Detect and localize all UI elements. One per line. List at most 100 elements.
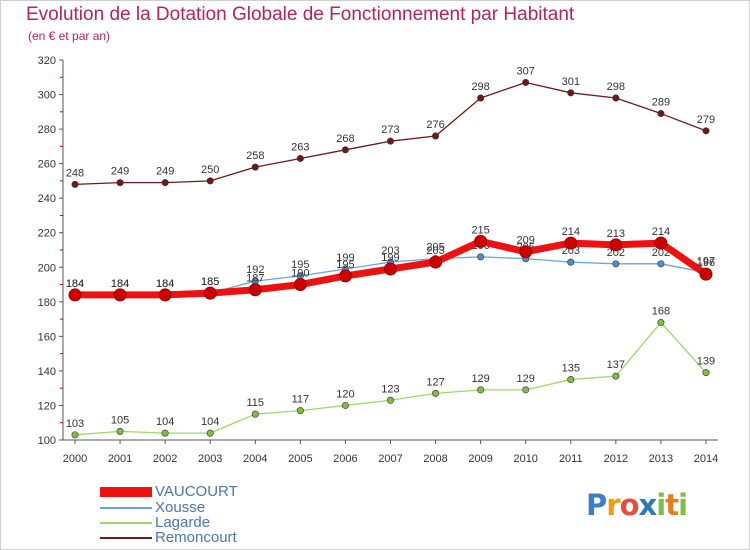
data-label-xousse: 184 <box>66 278 84 290</box>
data-point-vaucourt <box>158 288 172 302</box>
data-point-remoncourt <box>612 94 620 102</box>
data-label-vaucourt: 214 <box>652 226 670 238</box>
x-tick-label: 2002 <box>153 453 177 465</box>
data-point-remoncourt <box>432 132 440 140</box>
data-label-xousse: 205 <box>426 242 444 254</box>
data-label-lagarde: 129 <box>517 373 535 385</box>
data-label-lagarde: 103 <box>66 418 84 430</box>
y-tick-label: 100 <box>38 435 56 447</box>
y-tick-label: 180 <box>38 297 56 309</box>
data-label-remoncourt: 249 <box>156 166 174 178</box>
x-tick-label: 2000 <box>63 453 87 465</box>
data-point-lagarde <box>612 372 620 380</box>
x-tick-label: 2007 <box>378 453 402 465</box>
data-label-vaucourt: 185 <box>201 276 219 288</box>
data-label-lagarde: 115 <box>247 397 265 409</box>
data-point-lagarde <box>567 376 575 384</box>
data-label-vaucourt: 209 <box>517 235 535 247</box>
data-point-remoncourt <box>116 179 124 187</box>
data-label-lagarde: 127 <box>426 376 444 388</box>
x-tick-label: 2008 <box>423 453 447 465</box>
data-label-lagarde: 135 <box>562 363 580 375</box>
data-label-vaucourt: 184 <box>156 278 174 290</box>
data-label-vaucourt: 196 <box>697 257 715 269</box>
y-tick-label: 320 <box>38 55 56 67</box>
data-label-lagarde: 123 <box>381 383 399 395</box>
data-point-lagarde <box>341 401 349 409</box>
data-label-lagarde: 105 <box>111 414 129 426</box>
data-point-lagarde <box>702 369 710 377</box>
data-label-lagarde: 139 <box>697 356 715 368</box>
data-label-xousse: 203 <box>381 245 399 257</box>
data-label-lagarde: 104 <box>201 416 219 428</box>
data-label-remoncourt: 250 <box>201 164 219 176</box>
data-point-vaucourt <box>429 255 443 269</box>
data-label-remoncourt: 263 <box>291 141 309 153</box>
data-label-remoncourt: 298 <box>607 81 625 93</box>
data-point-vaucourt <box>654 236 668 250</box>
data-point-xousse <box>612 260 620 268</box>
x-tick-label: 2001 <box>108 453 132 465</box>
data-label-remoncourt: 276 <box>426 119 444 131</box>
data-label-remoncourt: 301 <box>562 76 580 88</box>
data-point-vaucourt <box>68 288 82 302</box>
y-tick-label: 140 <box>38 366 56 378</box>
proxiti-logo: Proxiti <box>586 488 688 522</box>
data-point-vaucourt <box>474 234 488 248</box>
data-label-xousse: 185 <box>201 276 219 288</box>
data-point-lagarde <box>477 386 485 394</box>
chart-title: Evolution de la Dotation Globale de Fonc… <box>26 4 575 25</box>
data-label-lagarde: 137 <box>607 359 625 371</box>
data-label-remoncourt: 279 <box>697 114 715 126</box>
data-label-remoncourt: 258 <box>246 150 264 162</box>
data-point-remoncourt <box>296 154 304 162</box>
logo-letter: P <box>586 488 607 522</box>
data-point-lagarde <box>386 396 394 404</box>
data-label-xousse: 192 <box>246 264 264 276</box>
y-tick-label: 220 <box>38 228 56 240</box>
data-label-lagarde: 104 <box>156 416 174 428</box>
y-tick-label: 260 <box>38 159 56 171</box>
logo-letter: x <box>638 488 658 522</box>
data-label-remoncourt: 248 <box>66 167 84 179</box>
legend-label-xousse: Xousse <box>155 499 206 516</box>
data-point-xousse <box>567 258 575 266</box>
data-label-vaucourt: 195 <box>336 259 354 271</box>
data-label-vaucourt: 213 <box>607 228 625 240</box>
logo-letter: i <box>678 488 688 522</box>
data-point-lagarde <box>116 427 124 435</box>
data-point-lagarde <box>296 407 304 415</box>
data-point-vaucourt <box>699 267 713 281</box>
x-tick-label: 2013 <box>649 453 673 465</box>
data-point-lagarde <box>251 410 259 418</box>
data-label-remoncourt: 273 <box>381 124 399 136</box>
data-label-vaucourt: 203 <box>426 245 444 257</box>
data-label-vaucourt: 214 <box>562 226 580 238</box>
data-label-vaucourt: 199 <box>381 252 399 264</box>
data-label-lagarde: 117 <box>292 394 310 406</box>
x-tick-label: 2005 <box>288 453 312 465</box>
data-label-lagarde: 120 <box>336 388 354 400</box>
data-point-lagarde <box>522 386 530 394</box>
chart-subtitle: (en € et par an) <box>28 29 111 43</box>
data-point-vaucourt <box>609 238 623 252</box>
legend-label-lagarde: Lagarde <box>155 514 211 531</box>
data-point-xousse <box>657 260 665 268</box>
data-point-vaucourt <box>203 286 217 300</box>
x-tick-label: 2003 <box>198 453 222 465</box>
data-point-lagarde <box>71 431 79 439</box>
x-tick-label: 2004 <box>243 453 267 465</box>
logo-letter: i <box>656 488 666 522</box>
data-label-remoncourt: 249 <box>111 166 129 178</box>
legend-swatch-lagarde <box>100 522 152 524</box>
data-label-vaucourt: 184 <box>111 278 129 290</box>
data-label-vaucourt: 190 <box>291 268 309 280</box>
data-point-lagarde <box>432 389 440 397</box>
data-point-remoncourt <box>702 127 710 135</box>
data-label-xousse: 203 <box>562 245 580 257</box>
data-point-lagarde <box>657 319 665 327</box>
data-point-xousse <box>477 253 485 261</box>
data-point-vaucourt <box>338 269 352 283</box>
data-label-remoncourt: 298 <box>471 81 489 93</box>
